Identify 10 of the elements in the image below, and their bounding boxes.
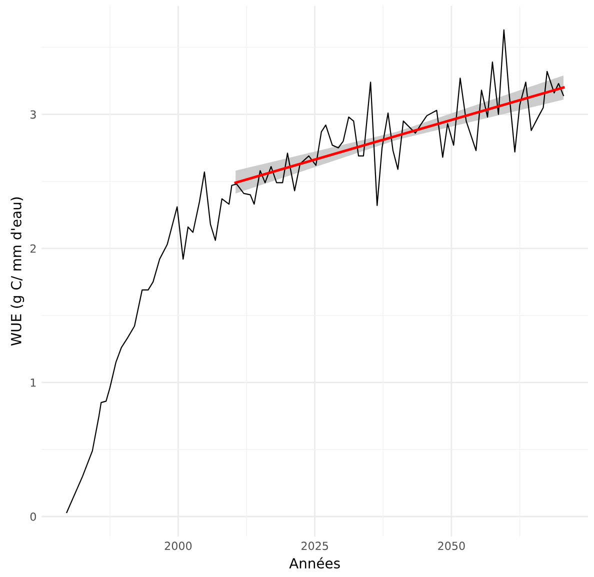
x-tick-label: 2025 [301,542,328,550]
x-tick-label: 2000 [164,542,192,550]
y-tick-label: 0 [30,512,36,521]
y-tick-label: 1 [30,378,36,387]
line-series [66,29,564,514]
y-tick-label: 3 [30,110,36,119]
y-tick-label: 2 [30,244,36,253]
x-tick-label: 2050 [438,542,465,550]
y-axis-title: WUE (g C/ mm d'eau) [10,197,24,346]
x-axis-title: Années [289,557,340,569]
